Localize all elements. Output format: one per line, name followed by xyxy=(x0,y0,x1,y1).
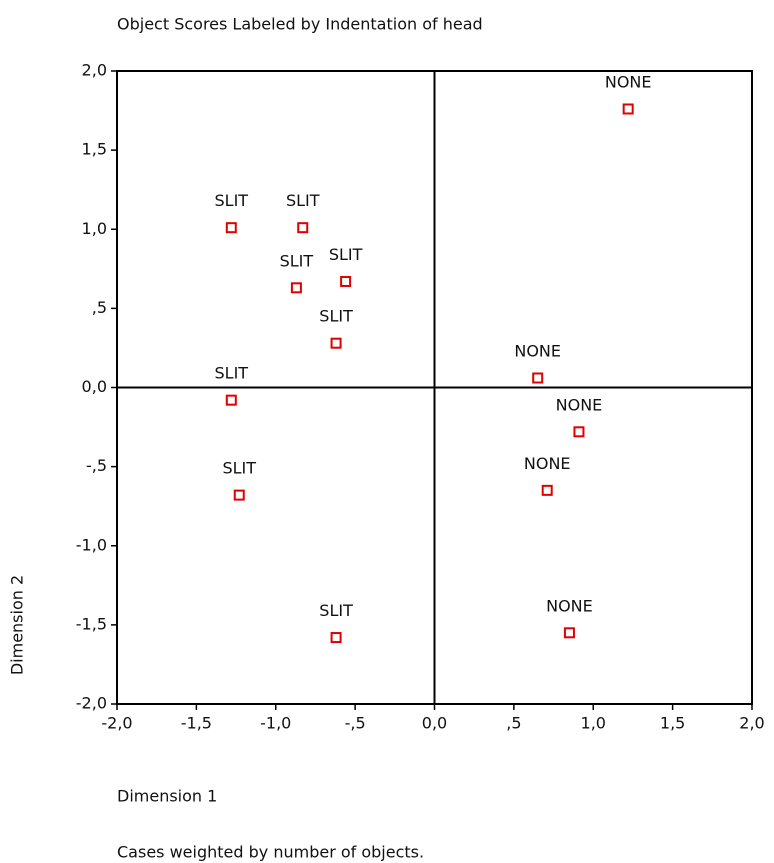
y-tick-label: 0,0 xyxy=(82,377,107,396)
point xyxy=(340,275,352,287)
point-label: SLIT xyxy=(319,307,353,326)
point-label: SLIT xyxy=(215,364,249,383)
point-label: SLIT xyxy=(329,245,363,264)
point xyxy=(233,489,245,501)
chart-title: Object Scores Labeled by Indentation of … xyxy=(117,15,483,34)
y-axis-label: Dimension 2 xyxy=(8,575,27,675)
point-label: SLIT xyxy=(319,601,353,620)
x-tick-label: -2,0 xyxy=(101,714,132,733)
y-tick-label: -,5 xyxy=(86,456,107,475)
point-label: NONE xyxy=(546,596,593,615)
point-label: SLIT xyxy=(215,191,249,210)
point xyxy=(541,484,553,496)
point xyxy=(225,394,237,406)
point-label: SLIT xyxy=(286,191,320,210)
point-label: SLIT xyxy=(222,459,256,478)
y-tick-label: -1,0 xyxy=(76,535,107,554)
x-tick-label: ,5 xyxy=(506,714,521,733)
point-label: NONE xyxy=(556,395,603,414)
point-label: NONE xyxy=(524,454,571,473)
y-tick-label: 1,0 xyxy=(82,219,107,238)
point xyxy=(532,372,544,384)
footnote: Cases weighted by number of objects. xyxy=(117,843,424,862)
y-tick-label: -1,5 xyxy=(76,614,107,633)
x-tick-label: 2,0 xyxy=(739,714,764,733)
point-label: NONE xyxy=(514,342,561,361)
y-tick-label: 2,0 xyxy=(82,61,107,80)
x-axis-label: Dimension 1 xyxy=(117,787,217,806)
x-tick-label: -1,0 xyxy=(260,714,291,733)
x-tick-label: 1,0 xyxy=(581,714,606,733)
y-tick-label: -2,0 xyxy=(76,694,107,713)
point-label: NONE xyxy=(605,72,652,91)
point xyxy=(330,632,342,644)
x-tick-label: -,5 xyxy=(345,714,366,733)
y-tick-label: ,5 xyxy=(92,298,107,317)
x-tick-label: -1,5 xyxy=(181,714,212,733)
y-tick-label: 1,5 xyxy=(82,140,107,159)
point-label: SLIT xyxy=(280,251,314,270)
point xyxy=(622,103,634,115)
x-tick-label: 1,5 xyxy=(660,714,685,733)
point xyxy=(290,282,302,294)
x-tick-label: 0,0 xyxy=(422,714,447,733)
point xyxy=(330,337,342,349)
point xyxy=(297,222,309,234)
point xyxy=(563,627,575,639)
point xyxy=(573,426,585,438)
point xyxy=(225,222,237,234)
